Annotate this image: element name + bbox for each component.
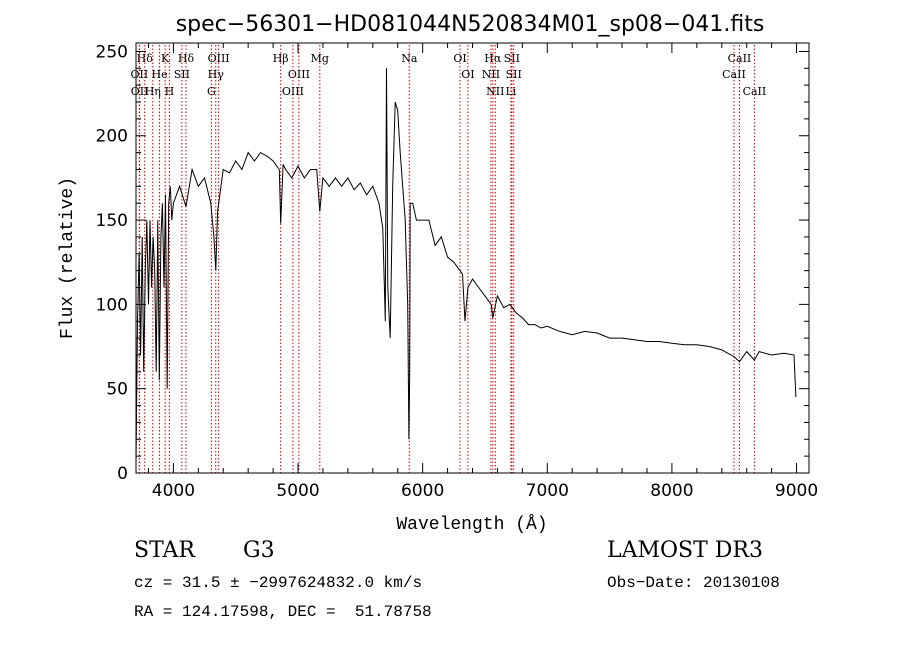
chart-title: spec−56301−HD081044N520834M01_sp08−041.f… [176,12,765,37]
spectrum-series [135,68,797,465]
y-tick-label: 0 [117,464,128,484]
line-label: G [207,85,216,98]
line-label: Hγ [208,68,225,81]
line-label: Mg [311,52,329,65]
class-label: STAR [134,538,195,563]
line-label: SII [504,52,520,65]
line-label: NII [486,85,504,98]
obs-date-text: Obs−Date: 20130108 [607,574,780,592]
line-label: H [165,85,175,98]
y-tick-label: 100 [96,295,128,315]
line-label: CaII [722,68,746,81]
x-axis-label: Wavelength (Å) [396,514,547,535]
y-axis-label: Flux (relative) [58,177,78,339]
line-label: Hδ [137,52,154,65]
line-label: SII [174,68,190,81]
line-label: OIII [208,52,230,65]
x-axis: 4000 5000 6000 7000 8000 9000 [147,43,818,501]
x-tick-label: 6000 [401,481,444,501]
y-tick-label: 250 [96,42,128,62]
line-label: CaII [743,85,767,98]
y-tick-label: 200 [96,127,128,147]
line-label: Hδ [178,52,195,65]
x-tick-label: 4000 [152,481,195,501]
line-label: OIII [288,68,310,81]
line-label: OIII [282,85,304,98]
line-label: Hη [145,85,161,98]
y-tick-label: 50 [106,380,128,400]
line-label: OI [461,68,474,81]
x-tick-label: 7000 [526,481,569,501]
line-label: SII [506,68,522,81]
y-axis: 0 50 100 150 200 250 [96,42,809,484]
line-label: Hβ [273,52,289,65]
line-label: NII [482,68,500,81]
ra-dec-text: RA = 124.17598, DEC = 51.78758 [134,603,432,621]
x-tick-label: 8000 [650,481,693,501]
x-tick-label: 9000 [775,481,818,501]
subclass-label: G3 [243,538,275,563]
line-label: OII [131,85,149,98]
x-tick-label: 5000 [276,481,319,501]
line-label: OI [453,52,466,65]
line-label: K [161,52,170,65]
y-tick-label: 150 [96,211,128,231]
line-label: Li [505,85,516,98]
line-label: CaII [728,52,752,65]
line-label: Hα [484,52,502,65]
line-label: Na [401,52,418,65]
spectrum-line [135,68,797,465]
redshift-text: cz = 31.5 ± −2997624832.0 km/s [134,574,423,592]
plot-frame [135,42,810,474]
line-label: He [152,68,168,81]
survey-label: LAMOST DR3 [607,538,763,563]
